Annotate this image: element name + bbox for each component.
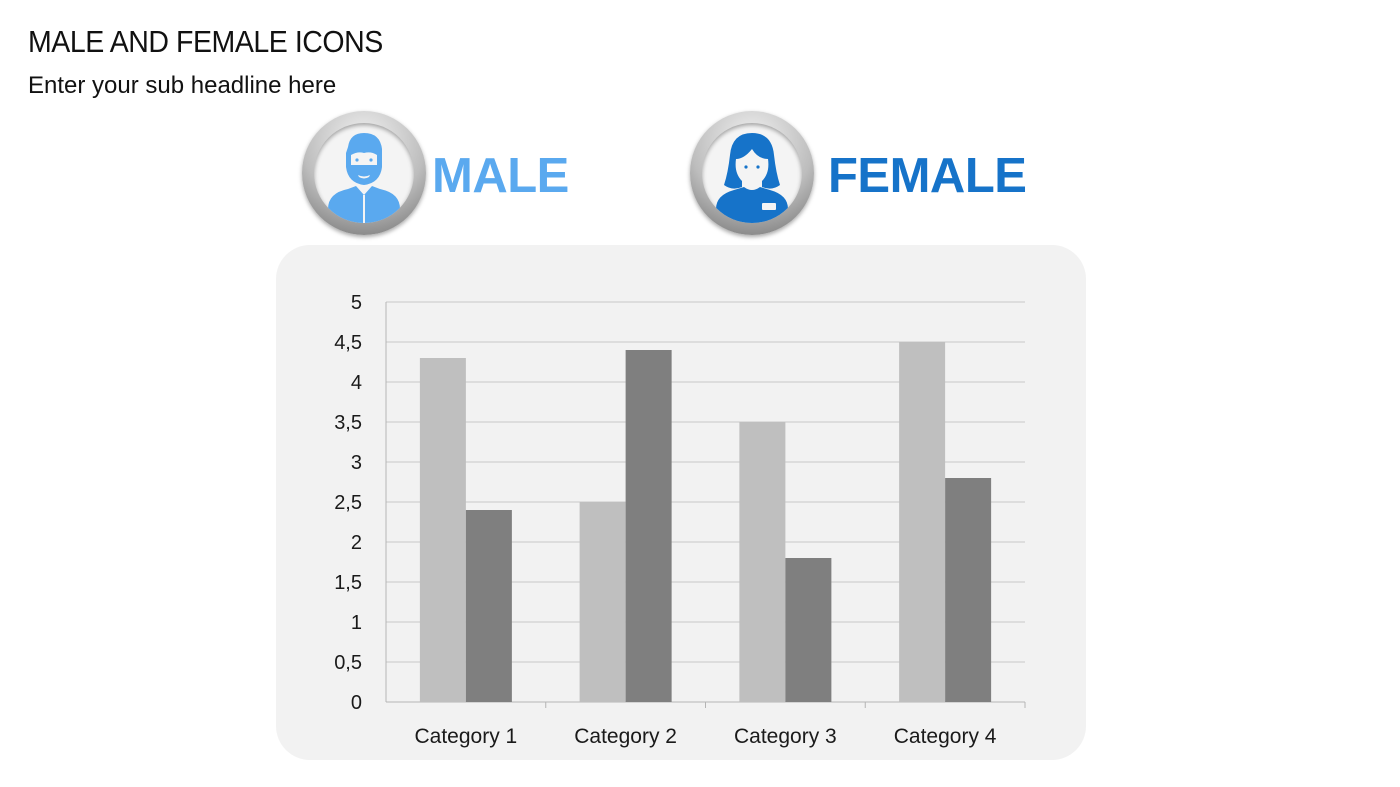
x-tick-label: Category 4 [894,725,997,748]
x-tick-label: Category 3 [734,725,837,748]
y-tick-label: 3 [351,452,362,474]
y-tick-label: 1 [351,612,362,634]
bar-2-category-1 [465,510,512,702]
y-tick-label: 0 [351,692,362,714]
x-tick-label: Category 1 [415,725,518,748]
y-tick-label: 2 [351,532,362,554]
slide-title: MALE AND FEMALE ICONS [28,24,383,59]
y-tick-label: 2,5 [334,492,362,514]
y-tick-label: 0,5 [334,652,362,674]
y-tick-label: 3,5 [334,412,362,434]
female-label: FEMALE [828,149,1027,203]
female-badge [690,111,814,235]
y-tick-label: 4,5 [334,332,362,354]
male-badge [302,111,426,235]
y-tick-label: 1,5 [334,572,362,594]
bar-2-category-3 [785,558,832,702]
y-tick-label: 5 [351,292,362,314]
bar-2-category-2 [625,350,672,702]
x-tick-label: Category 2 [574,725,677,748]
bar-chart: 0 0,5 1 1,5 2 2,5 3 3,5 4 4,5 5 Category 1 Category … [334,292,1026,748]
bar-1-category-4 [899,342,946,702]
slide-subtitle: Enter your sub headline here [28,72,337,99]
bar-1-category-3 [739,422,786,702]
bar-1-category-1 [419,358,466,702]
male-label: MALE [432,149,569,203]
y-tick-label: 4 [351,372,362,394]
male-person-icon [328,133,400,223]
bar-1-category-2 [579,502,626,702]
bar-2-category-4 [945,478,992,702]
female-person-icon [716,133,788,223]
